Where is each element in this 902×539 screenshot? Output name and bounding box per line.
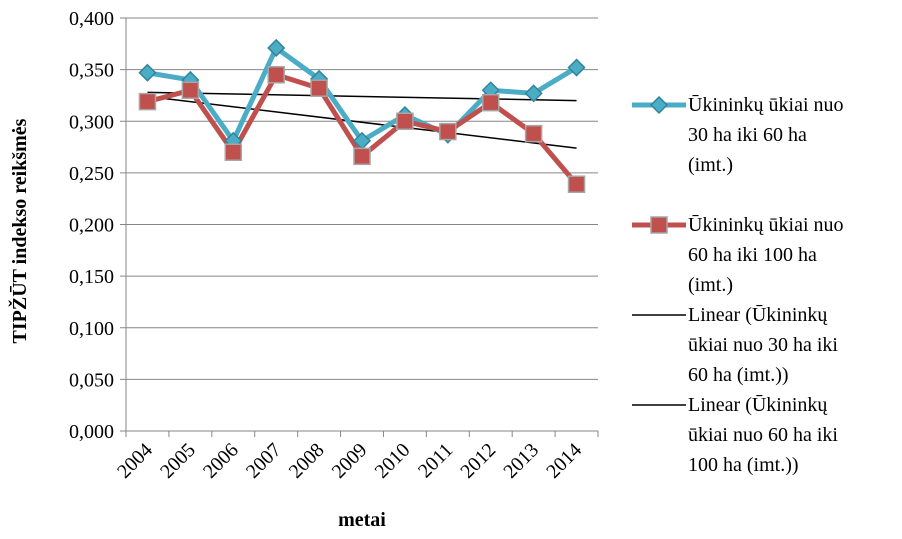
x-tick-label: 2010 — [371, 439, 415, 483]
legend: Ūkininkų ūkiai nuo 30 ha iki 60 ha (imt.… — [630, 90, 902, 480]
data-point-diamond — [267, 38, 286, 58]
y-tick-label: 0,200 — [69, 215, 114, 237]
legend-item-series-2: Ūkininkų ūkiai nuo 60 ha iki 100 ha (imt… — [630, 210, 902, 300]
line-marker-icon — [632, 404, 686, 406]
square-marker-icon — [632, 216, 686, 234]
legend-label: Ūkininkų ūkiai nuo 30 ha iki 60 ha (imt.… — [688, 94, 844, 176]
x-tick-label: 2006 — [199, 439, 243, 483]
legend-item-trend-2: Linear (Ūkininkų ūkiai nuo 60 ha iki 100… — [630, 390, 902, 480]
x-tick-label: 2008 — [285, 439, 329, 483]
data-series — [138, 38, 586, 193]
data-point-square — [138, 92, 157, 111]
diamond-marker-icon — [632, 95, 686, 115]
x-tick-label: 2011 — [414, 439, 457, 482]
x-tick-label: 2014 — [542, 439, 586, 483]
series-line-1 — [147, 45, 578, 144]
data-point-square — [396, 112, 414, 130]
y-axis-title: TIPŽŪT indekso reikšmės — [7, 118, 31, 343]
gridlines — [126, 17, 598, 380]
y-tick-label: 0,250 — [69, 163, 114, 185]
legend-item-trend-1: Linear (Ūkininkų ūkiai nuo 30 ha iki 60 … — [630, 300, 902, 390]
legend-label: Linear (Ūkininkų ūkiai nuo 60 ha iki 100… — [688, 394, 838, 476]
data-point-diamond — [138, 63, 157, 82]
data-point-square — [310, 79, 328, 97]
x-tick-label: 2013 — [499, 439, 543, 483]
y-tick-label: 0,400 — [69, 8, 114, 30]
trendline-1 — [147, 91, 577, 102]
y-tick-label: 0,150 — [69, 266, 114, 288]
y-tick-labels: 0,000 0,050 0,100 0,150 0,200 0,250 0,300 0,350… — [69, 8, 114, 443]
legend-label: Linear (Ūkininkų ūkiai nuo 30 ha iki 60 … — [688, 304, 838, 386]
x-tick-label: 2007 — [242, 439, 286, 483]
x-tick-label: 2012 — [456, 439, 500, 483]
line-marker-icon — [632, 314, 686, 316]
y-tick-label: 0,100 — [69, 318, 114, 340]
data-point-square — [267, 66, 285, 84]
axes — [120, 17, 599, 437]
y-tick-label: 0,300 — [69, 111, 114, 133]
x-tick-label: 2004 — [113, 439, 157, 483]
y-tick-label: 0,050 — [69, 369, 114, 391]
data-point-square — [524, 124, 543, 143]
data-point-square — [181, 81, 200, 100]
y-tick-label: 0,350 — [69, 60, 114, 82]
y-tick-label: 0,000 — [69, 421, 114, 443]
x-tick-labels: 2004 2005 2006 2007 2008 2009 2010 2011 2012 2013… — [113, 439, 586, 483]
x-tick-label: 2005 — [156, 439, 200, 483]
data-point-square — [224, 143, 243, 161]
legend-item-series-1: Ūkininkų ūkiai nuo 30 ha iki 60 ha (imt.… — [630, 90, 902, 210]
trendline-2 — [147, 95, 577, 149]
data-point-diamond — [567, 58, 586, 77]
data-point-square — [353, 147, 371, 166]
data-point-square — [439, 122, 457, 141]
data-point-diamond — [524, 84, 543, 103]
x-axis-title: metai — [338, 509, 386, 531]
x-tick-label: 2009 — [328, 439, 372, 483]
data-point-square — [567, 175, 586, 193]
trendlines — [147, 91, 577, 149]
legend-label: Ūkininkų ūkiai nuo 60 ha iki 100 ha (imt… — [688, 214, 844, 296]
data-point-square — [481, 93, 500, 112]
